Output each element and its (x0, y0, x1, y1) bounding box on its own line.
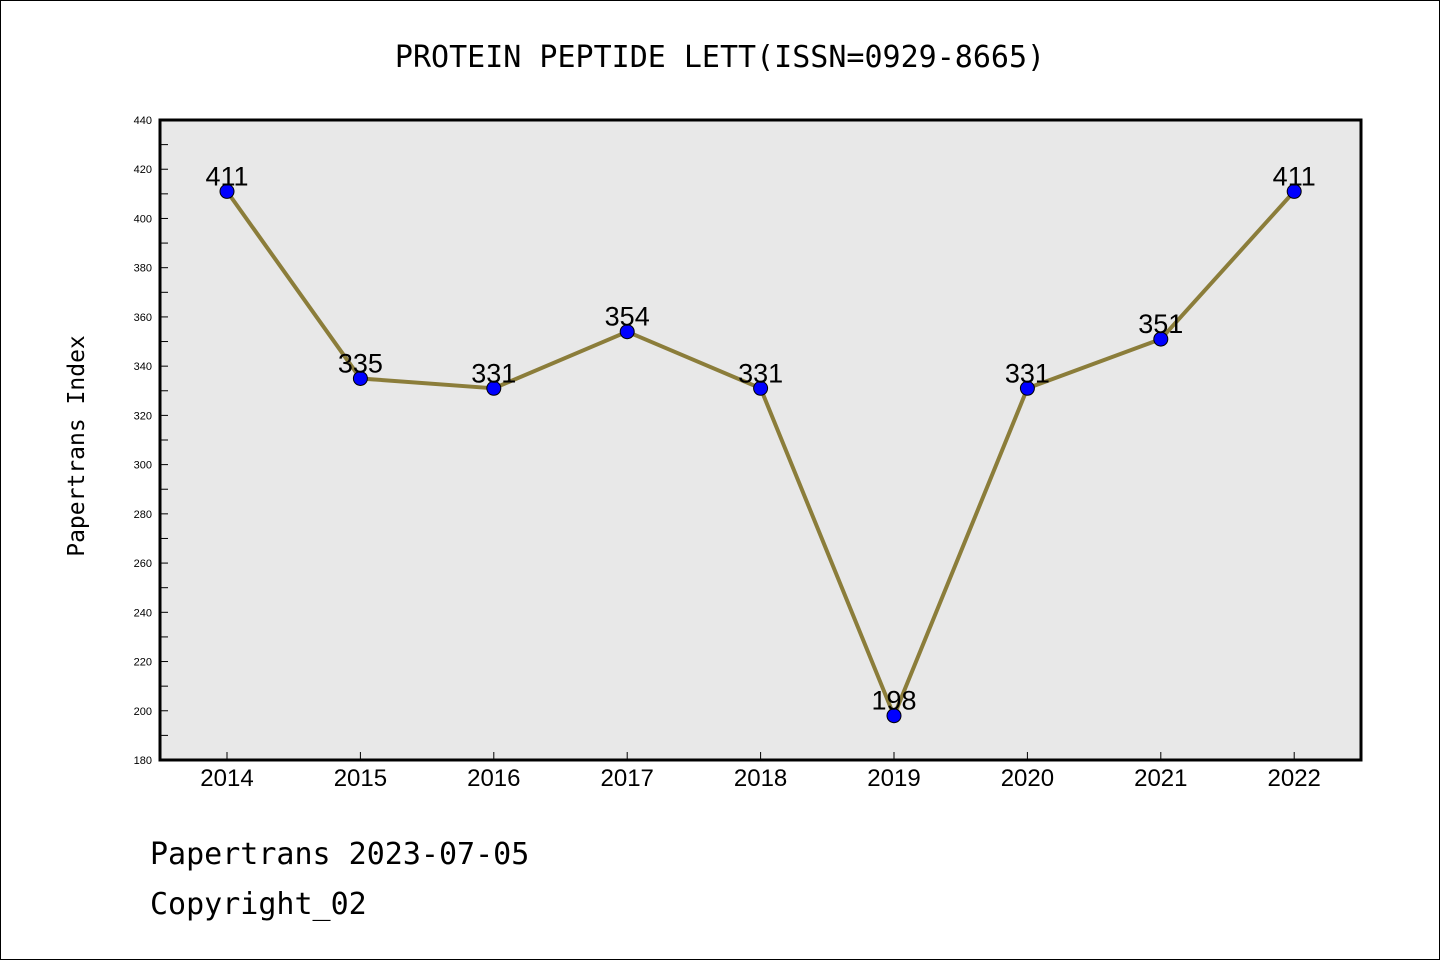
x-tick-label: 2021 (1134, 765, 1187, 792)
y-tick-label: 240 (134, 607, 152, 619)
y-axis: 180 200 220 240 260 280 300 320 340 360 380 400 420 4… (134, 115, 168, 767)
x-tick-label: 2016 (467, 765, 520, 792)
x-tick-label: 2017 (601, 765, 654, 792)
data-markers (219, 183, 1302, 724)
y-axis-label: Papertrans Index (64, 335, 90, 557)
plot-area (158, 118, 1363, 762)
y-tick-label: 180 (134, 755, 152, 767)
data-point (1019, 380, 1035, 396)
data-label: 331 (738, 358, 783, 388)
data-point (886, 708, 902, 724)
y-tick-label: 420 (134, 164, 152, 176)
y-tick-label: 220 (134, 657, 152, 669)
data-label: 331 (1005, 358, 1050, 388)
y-tick-label: 260 (134, 558, 152, 570)
x-axis: 2014 2015 2016 2017 2018 2019 2020 2021 2022 (200, 752, 1321, 792)
data-label: 331 (471, 358, 516, 388)
y-tick-label: 380 (134, 263, 152, 275)
data-label: 411 (205, 161, 248, 191)
x-tick-label: 2018 (734, 765, 787, 792)
data-point (1153, 331, 1169, 347)
x-tick-label: 2015 (334, 765, 387, 792)
data-label: 354 (605, 302, 650, 332)
y-tick-label: 340 (134, 361, 152, 373)
data-label: 198 (871, 686, 916, 716)
y-tick-label: 360 (134, 312, 152, 324)
chart-title: PROTEIN PEPTIDE LETT(ISSN=0929-8665) (395, 40, 1045, 75)
data-point (219, 183, 235, 199)
x-tick-label: 2014 (200, 765, 253, 792)
data-label: 351 (1138, 309, 1183, 339)
y-tick-label: 320 (134, 410, 152, 422)
y-tick-label: 300 (134, 460, 152, 472)
data-labels: 411 335 331 354 331 198 331 351 411 (205, 161, 1315, 715)
data-point (1286, 183, 1302, 199)
x-tick-label: 2020 (1001, 765, 1054, 792)
y-tick-label: 440 (134, 115, 152, 127)
footer-date: Papertrans 2023-07-05 (150, 837, 529, 872)
data-point (619, 324, 635, 340)
data-point (753, 380, 769, 396)
data-point (352, 370, 368, 386)
footer-copyright: Copyright_02 (150, 887, 367, 922)
y-tick-label: 200 (134, 706, 152, 718)
data-point (486, 380, 502, 396)
data-label: 411 (1273, 161, 1316, 191)
y-tick-label: 280 (134, 509, 152, 521)
x-tick-label: 2019 (867, 765, 920, 792)
y-tick-label: 400 (134, 213, 152, 225)
x-tick-label: 2022 (1268, 765, 1321, 792)
data-label: 335 (338, 348, 383, 378)
